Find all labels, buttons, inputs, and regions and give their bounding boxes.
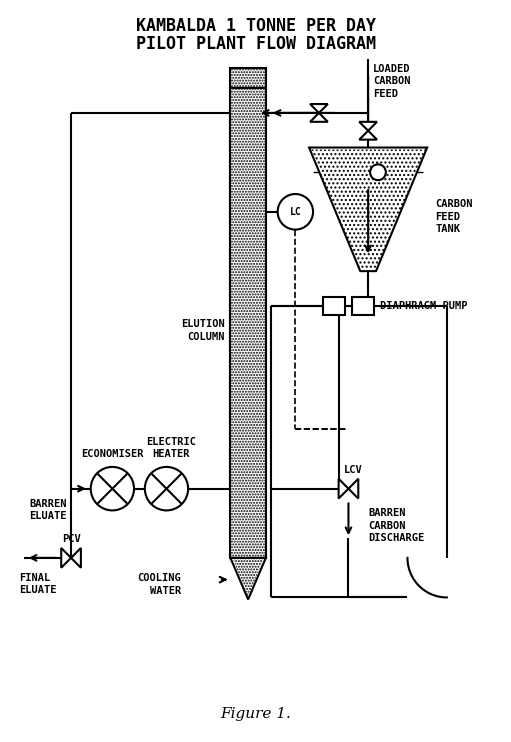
Text: PCV: PCV [62,534,80,544]
Polygon shape [339,479,349,499]
Polygon shape [71,548,81,568]
Text: BARREN
CARBON
DISCHARGE: BARREN CARBON DISCHARGE [368,508,424,543]
Polygon shape [359,122,377,131]
Bar [230,88,266,558]
Polygon shape [61,548,71,568]
Text: Figure 1.: Figure 1. [221,707,291,721]
Polygon shape [309,148,427,271]
Text: ECONOMISER: ECONOMISER [81,449,144,459]
Polygon shape [310,113,328,122]
Text: ELUTION
COLUMN: ELUTION COLUMN [181,319,224,341]
Polygon shape [359,131,377,139]
Bar [323,297,344,315]
Text: LOADED
CARBON
FEED: LOADED CARBON FEED [373,64,410,99]
Text: PILOT PLANT FLOW DIAGRAM: PILOT PLANT FLOW DIAGRAM [136,35,376,53]
Polygon shape [230,558,266,600]
Text: COOLING
WATER: COOLING WATER [137,574,181,596]
Text: ELECTRIC
HEATER: ELECTRIC HEATER [146,436,196,459]
Circle shape [91,467,134,510]
Polygon shape [349,479,358,499]
Text: CARBON
FEED
TANK: CARBON FEED TANK [435,200,473,234]
Bar [231,89,265,557]
Bar [231,70,265,88]
Text: FINAL
ELUATE: FINAL ELUATE [19,573,56,595]
Polygon shape [310,104,328,113]
Bar [230,68,266,88]
Text: LC: LC [289,207,301,217]
Bar [353,297,374,315]
Text: LCV: LCV [344,464,363,475]
Text: DIAPHRAGM PUMP: DIAPHRAGM PUMP [380,301,468,311]
Circle shape [370,164,386,180]
Circle shape [145,467,188,510]
Text: BARREN
ELUATE: BARREN ELUATE [30,499,67,521]
Circle shape [277,194,313,229]
Text: KAMBALDA 1 TONNE PER DAY: KAMBALDA 1 TONNE PER DAY [136,17,376,35]
